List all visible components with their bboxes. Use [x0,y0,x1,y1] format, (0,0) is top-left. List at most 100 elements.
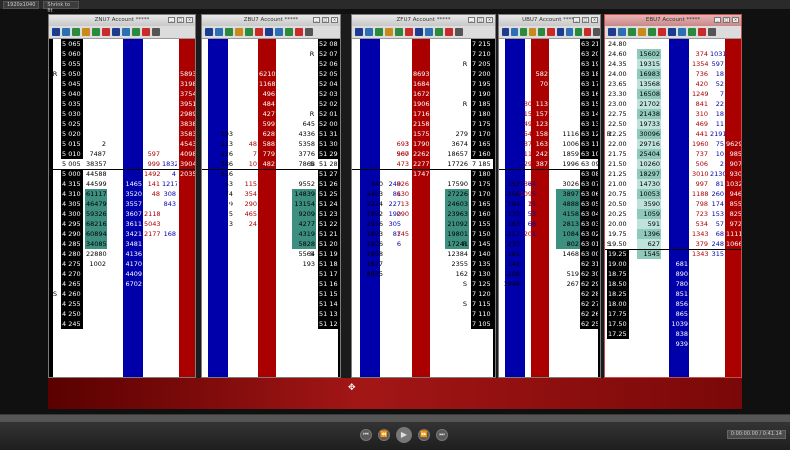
panel-title[interactable]: ZFU7 Account ***** [352,15,495,26]
toolbar-tool-icon[interactable] [638,28,646,36]
toolbar-tool-icon[interactable] [658,28,666,36]
ask-total-value: 907 [729,160,742,168]
toolbar-tool-icon[interactable] [265,28,273,36]
toolbar-tool-icon[interactable] [520,28,528,36]
maximize-icon[interactable]: □ [177,17,184,23]
depth-ladder[interactable]: 52 08 52 07 52 06 52 05 52 04 52 03 52 02 52 01… [202,39,340,377]
toolbar-tool-icon[interactable] [618,28,626,36]
toolbar-tool-icon[interactable] [678,28,686,36]
toolbar-tool-icon[interactable] [102,28,110,36]
toolbar-tool-icon[interactable] [112,28,120,36]
toolbar-tool-icon[interactable] [608,28,616,36]
toolbar-tool-icon[interactable] [502,28,510,36]
toolbar-tool-icon[interactable] [547,28,555,36]
close-icon[interactable]: × [331,17,338,23]
seek-bar[interactable] [0,415,790,422]
toolbar-tool-icon[interactable] [529,28,537,36]
dom-panel[interactable]: UBU7 Account ***** _ □ × 63 21 63 20 63 19 63 1… [498,14,601,378]
depth-ladder[interactable]: 24.80 24.60 24.35 24.00 23.65 23.30 23.00 22.75… [605,39,741,377]
toolbar-tool-icon[interactable] [235,28,243,36]
fast-forward-icon[interactable]: ⏩ [418,429,430,441]
toolbar-tool-icon[interactable] [565,28,573,36]
toolbar-tool-icon[interactable] [435,28,443,36]
bid-queue-value: 939 [675,340,688,348]
price-label: 51 19 [318,249,340,259]
toolbar-tool-icon[interactable] [708,28,716,36]
minimize-icon[interactable]: _ [573,17,580,23]
dom-panel[interactable]: ZNU7 Account ***** _ □ × 5 065 5 060 5 055 5 05… [48,14,196,378]
ask-total-value: 2262 [413,150,430,158]
toolbar-tool-icon[interactable] [395,28,403,36]
toolbar-tool-icon[interactable] [205,28,213,36]
maximize-icon[interactable]: □ [723,17,730,23]
toolbar-tool-icon[interactable] [285,28,293,36]
resolution-select[interactable]: 1920x1040 [3,0,40,9]
toolbar-tool-icon[interactable] [688,28,696,36]
toolbar-tool-icon[interactable] [425,28,433,36]
toolbar-tool-icon[interactable] [255,28,263,36]
panel-title[interactable]: EBU7 Account ***** [605,15,741,26]
dom-panel[interactable]: ZBU7 Account ***** _ □ × 52 08 52 07 52 06 52 0… [201,14,341,378]
minimize-icon[interactable]: _ [168,17,175,23]
ask-size-value: 1343 [692,230,709,238]
toolbar-tool-icon[interactable] [455,28,463,36]
toolbar-tool-icon[interactable] [295,28,303,36]
toolbar-tool-icon[interactable] [92,28,100,36]
toolbar-tool-icon[interactable] [538,28,546,36]
desktop-wallpaper-band [48,378,742,409]
toolbar-tool-icon[interactable] [225,28,233,36]
toolbar-tool-icon[interactable] [556,28,564,36]
toolbar-tool-icon[interactable] [355,28,363,36]
toolbar-tool-icon[interactable] [365,28,373,36]
rewind-icon[interactable]: ⏪ [378,429,390,441]
toolbar-tool-icon[interactable] [405,28,413,36]
toolbar-tool-icon[interactable] [152,28,160,36]
toolbar-tool-icon[interactable] [132,28,140,36]
toolbar-tool-icon[interactable] [592,28,600,36]
close-icon[interactable]: × [186,17,193,23]
close-icon[interactable]: × [591,17,598,23]
toolbar-tool-icon[interactable] [215,28,223,36]
toolbar-tool-icon[interactable] [574,28,582,36]
volume-bar [338,39,340,377]
depth-ladder[interactable]: 5 065 5 060 5 055 5 050 5 045 5 040 5 035 5 030… [49,39,195,377]
toolbar-tool-icon[interactable] [275,28,283,36]
toolbar-tool-icon[interactable] [415,28,423,36]
close-icon[interactable]: × [486,17,493,23]
depth-ladder[interactable]: 7 215 7 210 7 205 7 200 7 195 7 190 7 185 7 180… [352,39,495,377]
zoom-select[interactable]: Shrink to fit [43,0,80,14]
toolbar-tool-icon[interactable] [583,28,591,36]
panel-title[interactable]: ZNU7 Account ***** [49,15,195,26]
previous-icon[interactable]: ⏮ [360,429,372,441]
minimize-icon[interactable]: _ [714,17,721,23]
toolbar-tool-icon[interactable] [628,28,636,36]
panel-title[interactable]: ZBU7 Account ***** [202,15,340,26]
dom-panel[interactable]: ZFU7 Account ***** _ □ × 7 215 7 210 7 205 7 20… [351,14,496,378]
panel-title[interactable]: UBU7 Account ***** [499,15,600,26]
minimize-icon[interactable]: _ [313,17,320,23]
toolbar-tool-icon[interactable] [648,28,656,36]
toolbar-tool-icon[interactable] [698,28,706,36]
maximize-icon[interactable]: □ [322,17,329,23]
depth-ladder[interactable]: 63 21 63 20 63 19 63 18 63 17 63 16 63 15 63 14… [499,39,600,377]
next-icon[interactable]: ⏭ [436,429,448,441]
toolbar-tool-icon[interactable] [72,28,80,36]
toolbar-tool-icon[interactable] [62,28,70,36]
toolbar-tool-icon[interactable] [375,28,383,36]
toolbar-tool-icon[interactable] [305,28,313,36]
maximize-icon[interactable]: □ [582,17,589,23]
toolbar-tool-icon[interactable] [445,28,453,36]
play-icon[interactable]: ▶ [396,427,412,443]
maximize-icon[interactable]: □ [477,17,484,23]
minimize-icon[interactable]: _ [468,17,475,23]
toolbar-tool-icon[interactable] [122,28,130,36]
toolbar-tool-icon[interactable] [52,28,60,36]
toolbar-tool-icon[interactable] [142,28,150,36]
toolbar-tool-icon[interactable] [385,28,393,36]
close-icon[interactable]: × [732,17,739,23]
dom-panel[interactable]: EBU7 Account ***** _ □ × 24.80 24.60 24.35 24.0… [604,14,742,378]
toolbar-tool-icon[interactable] [245,28,253,36]
toolbar-tool-icon[interactable] [668,28,676,36]
toolbar-tool-icon[interactable] [511,28,519,36]
toolbar-tool-icon[interactable] [82,28,90,36]
